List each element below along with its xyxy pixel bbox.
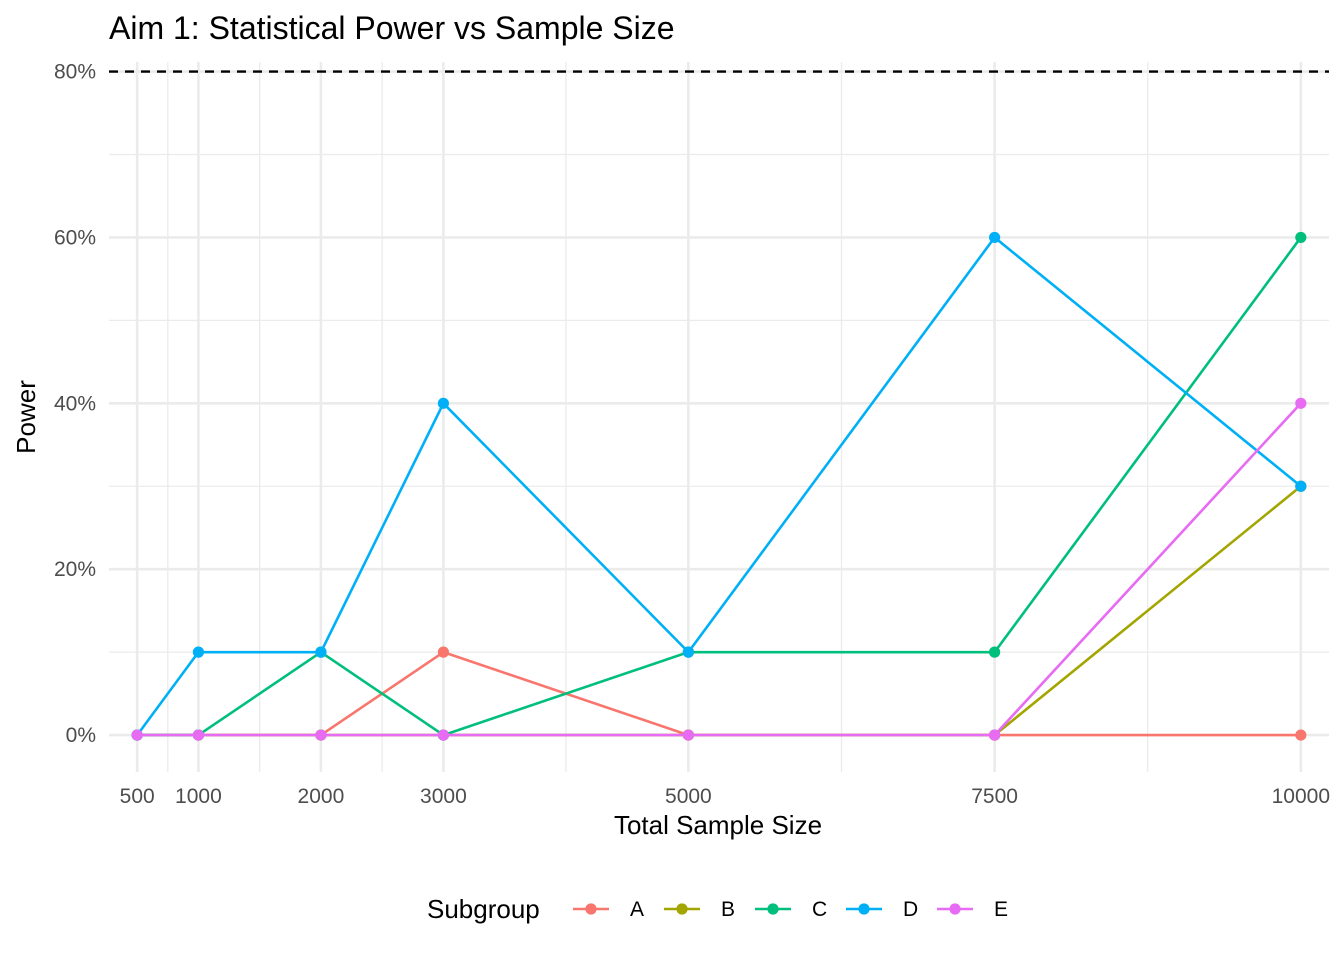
- data-point-E: [131, 729, 143, 741]
- y-tick-label: 40%: [54, 392, 96, 415]
- data-point-D: [1295, 480, 1307, 492]
- chart-title: Aim 1: Statistical Power vs Sample Size: [109, 10, 675, 46]
- series-line-A: [137, 650, 1301, 737]
- x-tick-label: 7500: [971, 785, 1018, 808]
- data-point-C: [989, 646, 1001, 658]
- series-group: [131, 231, 1307, 741]
- data-point-E: [989, 729, 1001, 741]
- legend-item-D: D: [846, 898, 918, 921]
- gridlines: [109, 62, 1329, 772]
- legend-label: E: [994, 898, 1008, 921]
- legend-label: A: [630, 898, 644, 921]
- legend-key-point: [858, 903, 870, 915]
- data-point-D: [192, 646, 205, 658]
- legend-label: C: [812, 898, 827, 921]
- y-axis-title: Power: [11, 380, 41, 454]
- data-point-A: [437, 646, 449, 658]
- legend-key-point: [585, 903, 597, 915]
- x-tick-label: 10000: [1272, 785, 1330, 808]
- x-tick-label: 3000: [420, 785, 467, 808]
- legend-key-point: [767, 903, 779, 915]
- data-point-E: [437, 729, 449, 741]
- data-point-A: [1295, 729, 1307, 741]
- legend-item-A: A: [573, 898, 644, 921]
- series-E: [131, 397, 1307, 741]
- x-tick-label: 5000: [665, 785, 712, 808]
- data-point-E: [682, 729, 694, 741]
- data-point-D: [437, 397, 449, 409]
- x-axis-title: Total Sample Size: [614, 810, 822, 840]
- x-tick-label: 500: [120, 785, 155, 808]
- y-tick-label: 0%: [66, 724, 96, 747]
- y-tick-label: 80%: [54, 61, 96, 84]
- data-point-D: [682, 646, 694, 658]
- y-tick-label: 60%: [54, 226, 96, 249]
- legend-label: D: [903, 898, 918, 921]
- legend-item-E: E: [937, 898, 1008, 921]
- data-point-E: [315, 729, 327, 741]
- x-tick-label: 1000: [175, 785, 222, 808]
- legend: Subgroup A B C D E: [427, 894, 1008, 924]
- legend-label: B: [721, 898, 735, 921]
- data-point-C: [1295, 231, 1307, 244]
- x-tick-label: 2000: [298, 785, 345, 808]
- data-point-E: [1295, 397, 1307, 409]
- legend-keys: A B C D E: [573, 898, 1008, 921]
- legend-item-B: B: [664, 898, 735, 921]
- series-D: [131, 231, 1307, 741]
- y-tick-label: 20%: [54, 558, 96, 581]
- legend-key-point: [949, 903, 961, 915]
- legend-item-C: C: [755, 898, 827, 921]
- data-point-E: [192, 729, 205, 741]
- data-point-D: [989, 231, 1001, 244]
- legend-title: Subgroup: [427, 894, 540, 924]
- data-point-D: [315, 646, 327, 658]
- axis-labels: 500 1000 2000 3000 5000 7500 10000 0% 20% 40% 60% 8…: [54, 61, 1330, 808]
- legend-key-point: [676, 903, 688, 915]
